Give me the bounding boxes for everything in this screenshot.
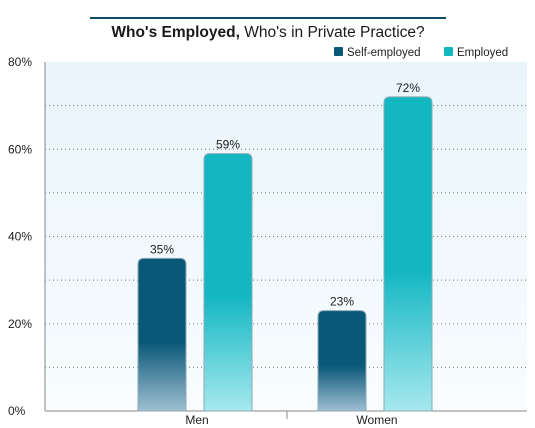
chart-title-bold: Who's Employed, — [111, 24, 240, 41]
y-tick-label: 80% — [8, 55, 32, 69]
x-tick-label: Men — [185, 413, 208, 427]
legend-label: Self-employed — [347, 47, 421, 59]
y-tick-label: 60% — [8, 142, 32, 156]
y-tick-label: 40% — [8, 230, 32, 244]
bar-employed-men — [203, 153, 253, 412]
axis-layer: 0% 20% 40% 60% 80% — [8, 55, 527, 419]
bar-self-employed-women — [317, 310, 367, 412]
bar-layer — [137, 96, 433, 412]
legend-swatch — [444, 47, 453, 56]
legend-label: Employed — [457, 47, 508, 59]
bar-employed-women — [383, 96, 433, 412]
legend-swatch — [334, 47, 343, 56]
label-layer: 35% 59% Men 23% 72% Women — [150, 81, 420, 427]
x-tick-label: Women — [356, 413, 397, 427]
bar-value-label: 59% — [216, 138, 240, 152]
y-tick-label: 20% — [8, 317, 32, 331]
grid-layer — [45, 105, 527, 368]
bar-value-label: 23% — [330, 295, 354, 309]
bar-self-employed-men — [137, 257, 187, 412]
chart-title: Who's Employed, Who's in Private Practic… — [111, 24, 425, 41]
bar-value-label: 72% — [396, 81, 420, 95]
legend: Self-employed Employed — [334, 47, 508, 59]
bar-value-label: 35% — [150, 242, 174, 256]
chart-title-rest: Who's in Private Practice? — [240, 24, 425, 41]
y-tick-label: 0% — [8, 404, 26, 418]
